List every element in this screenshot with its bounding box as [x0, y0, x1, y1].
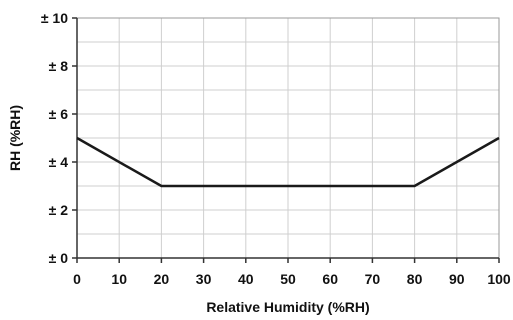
y-tick-label: ± 8	[49, 58, 69, 74]
y-tick-label: ± 6	[49, 106, 69, 122]
y-axis-label: RH (%RH)	[7, 105, 23, 171]
x-tick-label: 0	[73, 271, 81, 287]
y-tick-label: ± 0	[49, 250, 69, 266]
x-tick-label: 30	[196, 271, 212, 287]
x-tick-label: 20	[154, 271, 170, 287]
x-tick-label: 50	[280, 271, 296, 287]
y-axis-ticks: ± 0 ± 2 ± 4 ± 6 ± 8 ± 10	[41, 10, 77, 266]
y-tick-label: ± 4	[49, 154, 69, 170]
series-group	[76, 136, 500, 188]
x-tick-label: 70	[365, 271, 381, 287]
x-tick-label: 100	[487, 271, 511, 287]
y-tick-label: ± 10	[41, 10, 68, 26]
x-axis-ticks: 0 10 20 30 40 50 60 70 80 90 100	[73, 258, 511, 287]
series-line	[76, 136, 500, 188]
x-tick-label: 40	[238, 271, 254, 287]
x-tick-label: 90	[449, 271, 465, 287]
x-tick-label: 80	[407, 271, 423, 287]
x-tick-label: 60	[322, 271, 338, 287]
y-tick-label: ± 2	[49, 202, 69, 218]
x-tick-label: 10	[111, 271, 127, 287]
x-axis-label: Relative Humidity (%RH)	[206, 299, 369, 315]
grid	[77, 18, 499, 258]
